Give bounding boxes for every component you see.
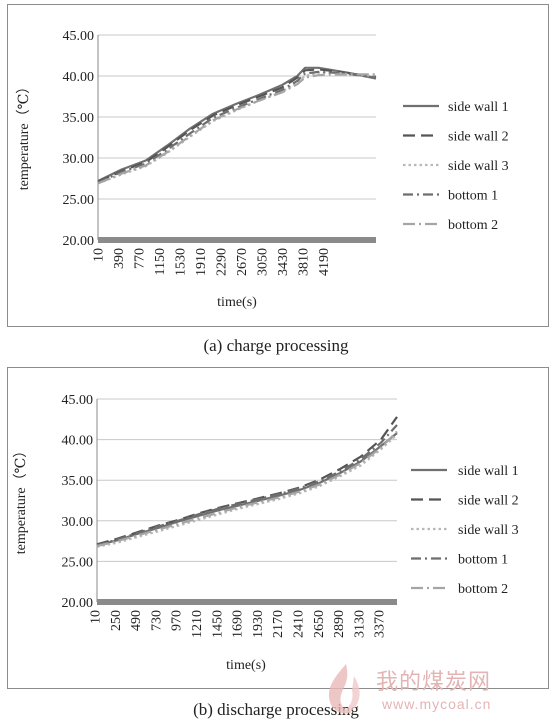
x-tick-label: 1150 — [153, 248, 168, 275]
caption-discharge: (b) discharge processing — [193, 700, 359, 719]
chart-charge-svg: 20.00 25.00 30.00 35.00 40.00 45.00 10 390 770 11… — [16, 29, 509, 310]
x-tick-label: 1930 — [251, 610, 266, 638]
x-tick-label: 1910 — [194, 248, 209, 276]
watermark: 我的煤炭网 www.mycoal.cn — [316, 660, 552, 722]
y-tick-label: 20.00 — [63, 234, 95, 249]
legend-label-5: bottom 2 — [458, 582, 508, 597]
legend-label-3: side wall 3 — [458, 523, 519, 538]
y-tick-label: 20.00 — [62, 596, 94, 611]
x-axis-title: time(s) — [217, 295, 257, 310]
x-tick-label: 390 — [112, 248, 127, 269]
x-axis-title: time(s) — [226, 658, 266, 673]
x-tick-label: 2890 — [332, 610, 347, 638]
chart-discharge-svg: 20.00 25.00 30.00 35.00 40.00 45.00 10 250 490 73… — [13, 393, 519, 673]
y-tick-label: 45.00 — [63, 29, 95, 44]
y-tick-label: 25.00 — [62, 555, 94, 570]
series-line-5 — [97, 73, 376, 185]
x-axis-bar — [97, 599, 397, 605]
watermark-url: www.mycoal.cn — [382, 696, 492, 712]
x-tick-label: 1450 — [210, 610, 225, 638]
x-tick-label: 2170 — [271, 610, 286, 638]
x-tick-label: 3810 — [297, 248, 312, 276]
y-tick-label: 40.00 — [62, 434, 94, 449]
x-tick-label: 3050 — [256, 248, 271, 276]
x-tick-label: 1210 — [190, 610, 205, 638]
y-axis-title: temperature（℃） — [16, 80, 32, 191]
x-tick-label: 2650 — [312, 610, 327, 638]
y-tick-label: 35.00 — [62, 474, 94, 489]
flame-logo-icon — [328, 664, 360, 714]
x-tick-label: 1530 — [174, 248, 189, 276]
series-line-1 — [96, 432, 398, 547]
x-tick-label: 1690 — [231, 610, 246, 638]
series-line-4 — [97, 70, 377, 184]
y-tick-label: 25.00 — [63, 193, 95, 208]
y-tick-label: 30.00 — [63, 152, 95, 167]
legend-label-1: side wall 1 — [458, 464, 519, 479]
legend-label-1: side wall 1 — [448, 100, 509, 115]
chart-panel-charge: 20.00 25.00 30.00 35.00 40.00 45.00 10 390 770 11… — [7, 4, 549, 327]
x-tick-label: 3370 — [373, 610, 388, 638]
legend-label-2: side wall 2 — [458, 494, 519, 509]
x-tick-label: 10 — [92, 248, 107, 262]
legend-label-4: bottom 1 — [448, 189, 498, 204]
y-tick-label: 45.00 — [62, 393, 94, 408]
chart-panel-discharge: 20.00 25.00 30.00 35.00 40.00 45.00 10 250 490 73… — [7, 367, 549, 689]
x-tick-label: 3430 — [276, 248, 291, 276]
series-line-2 — [97, 68, 377, 183]
x-tick-label: 10 — [89, 610, 104, 624]
caption-charge: (a) charge processing — [203, 336, 349, 355]
series-line-5 — [96, 430, 398, 548]
y-tick-label: 30.00 — [62, 515, 94, 530]
legend-label-3: side wall 3 — [448, 159, 509, 174]
y-tick-label: 35.00 — [63, 111, 95, 126]
x-tick-label: 2290 — [215, 248, 230, 276]
x-tick-label: 250 — [109, 610, 124, 631]
x-tick-label: 4190 — [317, 248, 332, 276]
legend-label-2: side wall 2 — [448, 130, 509, 145]
series-line-3 — [96, 433, 398, 548]
x-tick-label: 730 — [149, 610, 164, 631]
x-tick-label: 2670 — [235, 248, 250, 276]
legend-label-5: bottom 2 — [448, 218, 498, 233]
y-axis-title: temperature（℃） — [13, 444, 29, 555]
x-tick-label: 770 — [133, 248, 148, 269]
y-tick-label: 40.00 — [63, 70, 95, 85]
series-line-4 — [96, 424, 398, 547]
legend-label-4: bottom 1 — [458, 553, 508, 568]
x-tick-label: 3130 — [352, 610, 367, 638]
x-tick-label: 2410 — [292, 610, 307, 638]
x-tick-label: 490 — [129, 610, 144, 631]
watermark-text: 我的煤炭网 — [376, 670, 492, 695]
x-tick-label: 970 — [170, 610, 185, 631]
x-axis-bar — [98, 237, 376, 243]
